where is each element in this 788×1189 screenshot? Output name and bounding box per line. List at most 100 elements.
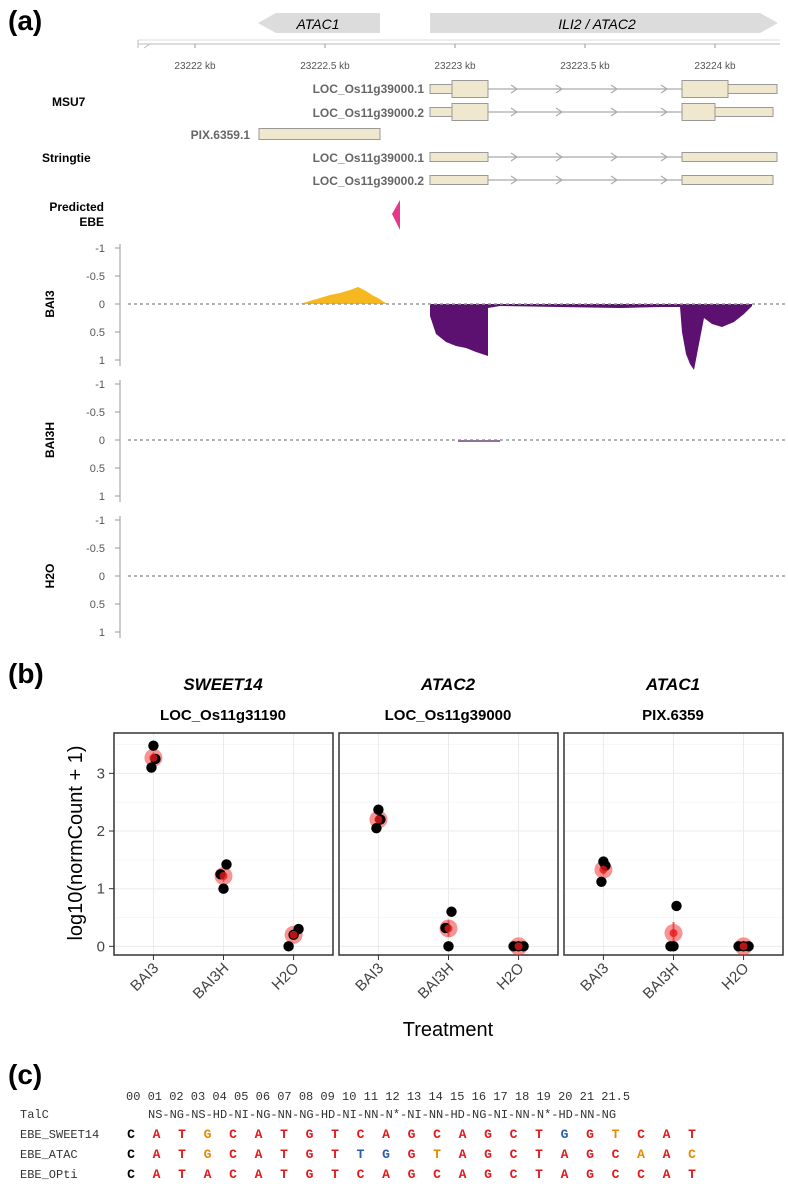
ebe-base: G <box>408 1147 416 1162</box>
x-tick-label: BAI3H <box>415 960 458 1003</box>
x-tick-label: BAI3H <box>640 960 683 1003</box>
coverage-plus-signal <box>300 287 388 304</box>
ebe-base: G <box>484 1147 492 1162</box>
coverage-tick-label: -1 <box>95 515 105 527</box>
ebe-base: C <box>637 1127 645 1142</box>
coverage-tick-label: 1 <box>99 627 105 639</box>
ebe-base: T <box>280 1167 288 1182</box>
coverage-tick-label: -1 <box>95 243 105 255</box>
exon-block <box>681 175 774 185</box>
replicate-point <box>665 941 676 952</box>
ebe-sequence-row: EBE_SWEET14 C A T G C A T G T C A G C A G C T G G T C A T <box>20 1127 696 1142</box>
ebe-base: C <box>433 1167 441 1182</box>
exon-block <box>681 152 778 162</box>
ebe-base: G <box>408 1127 416 1142</box>
ebe-base: A <box>382 1127 390 1142</box>
predicted-ebe-marker <box>392 200 400 230</box>
coord-tick: 23222 kb <box>174 61 216 72</box>
strand-arrow <box>660 175 669 185</box>
ebe-base: G <box>484 1167 492 1182</box>
ebe-base: A <box>561 1167 569 1182</box>
strand-arrow <box>555 152 564 162</box>
ebe-base: A <box>663 1147 671 1162</box>
ebe-base: C <box>510 1167 518 1182</box>
ebe-base: C <box>127 1147 135 1162</box>
strand-arrow <box>510 175 519 185</box>
mean-point-core <box>514 942 523 951</box>
ebe-base: A <box>153 1127 161 1142</box>
ebe-base: T <box>357 1147 365 1162</box>
coverage-track-label: BAI3H <box>43 422 57 458</box>
coverage-tick-label: 1 <box>99 355 105 367</box>
replicate-point <box>671 900 682 912</box>
ebe-base: T <box>535 1127 543 1142</box>
transcript-pix <box>258 128 381 140</box>
track-label-ebe-2: EBE <box>79 215 104 229</box>
genome-coordinate-axis: 23222 kb 23222.5 kb 23223 kb 23223.5 kb … <box>137 39 780 72</box>
replicate-point <box>148 740 159 751</box>
y-tick-label: 0 <box>97 938 105 955</box>
strand-arrow <box>555 107 564 117</box>
ebe-base: G <box>306 1147 314 1162</box>
ebe-base: G <box>586 1127 594 1142</box>
ebe-base: T <box>178 1167 186 1182</box>
gene-arrow-label: ATAC1 <box>295 16 339 32</box>
gene-arrow-atac1: ATAC1 <box>258 13 380 33</box>
talc-rvd-sequence: NS-NG-NS-HD-NI-NG-NN-NG-HD-NI-NN-N*-NI-N… <box>148 1108 616 1122</box>
talc-label: TalC <box>20 1108 49 1122</box>
coverage-tick-label: 0 <box>99 435 105 447</box>
x-tick-label: H2O <box>494 960 528 994</box>
ebe-base: T <box>331 1167 339 1182</box>
replicate-point <box>371 822 382 834</box>
ebe-base: C <box>127 1167 135 1182</box>
strand-arrow <box>510 84 519 94</box>
panel-c-letter: (c) <box>8 1059 42 1090</box>
transcript-label: LOC_Os11g39000.2 <box>313 174 425 188</box>
panel-a-letter: (a) <box>8 5 42 36</box>
facet-locus-title: LOC_Os11g39000 <box>385 707 512 724</box>
y-tick-label: 2 <box>97 823 105 840</box>
coverage-track: -1 -0.5 0 0.5 1 BAI3 <box>43 243 788 370</box>
ebe-base: A <box>663 1127 671 1142</box>
ebe-base: T <box>688 1127 696 1142</box>
coverage-tick-label: -0.5 <box>86 407 105 419</box>
ebe-base: C <box>688 1147 696 1162</box>
strand-arrow <box>510 152 519 162</box>
exon-block <box>451 80 489 98</box>
replicate-point <box>283 941 294 952</box>
ebe-base: A <box>561 1147 569 1162</box>
ebe-base: G <box>561 1127 569 1142</box>
ebe-base: A <box>153 1147 161 1162</box>
ebe-base: T <box>280 1127 288 1142</box>
ebe-base: T <box>331 1127 339 1142</box>
exon-block <box>258 128 381 140</box>
ebe-base: A <box>382 1167 390 1182</box>
ebe-base: A <box>459 1127 467 1142</box>
x-tick-label: BAI3 <box>577 960 612 995</box>
mean-point-core <box>374 815 383 824</box>
coverage-tick-label: -0.5 <box>86 543 105 555</box>
coverage-tick-label: 0.5 <box>90 599 105 611</box>
coverage-tick-label: 0 <box>99 571 105 583</box>
ebe-base: A <box>459 1147 467 1162</box>
ebe-base: T <box>433 1147 441 1162</box>
coord-tick: 23223.5 kb <box>560 61 610 72</box>
replicate-point <box>446 906 457 917</box>
ebe-base: A <box>637 1147 645 1162</box>
ebe-base: C <box>510 1147 518 1162</box>
ebe-base: G <box>586 1147 594 1162</box>
ebe-row-label: EBE_SWEET14 <box>20 1128 99 1142</box>
coverage-tick-label: 0.5 <box>90 463 105 475</box>
ebe-base: T <box>688 1167 696 1182</box>
facet-panel: BAI3 BAI3H H2O 0 1 2 3 <box>97 732 334 1003</box>
replicate-point <box>443 941 454 952</box>
x-tick-label: H2O <box>719 960 753 994</box>
mean-point-core <box>599 865 608 874</box>
transcript-label: LOC_Os11g39000.1 <box>313 151 425 165</box>
ebe-base: T <box>535 1147 543 1162</box>
replicate-point <box>218 883 229 894</box>
x-tick-label: BAI3H <box>190 960 233 1003</box>
ebe-position-header: 00 01 02 03 04 05 06 07 08 09 10 11 12 1… <box>126 1090 630 1104</box>
ebe-sequence-rows: EBE_SWEET14 C A T G C A T G T C A G C A G C T G G T C A TEBE_AT… <box>20 1127 696 1182</box>
track-label-stringtie: Stringtie <box>42 151 91 165</box>
